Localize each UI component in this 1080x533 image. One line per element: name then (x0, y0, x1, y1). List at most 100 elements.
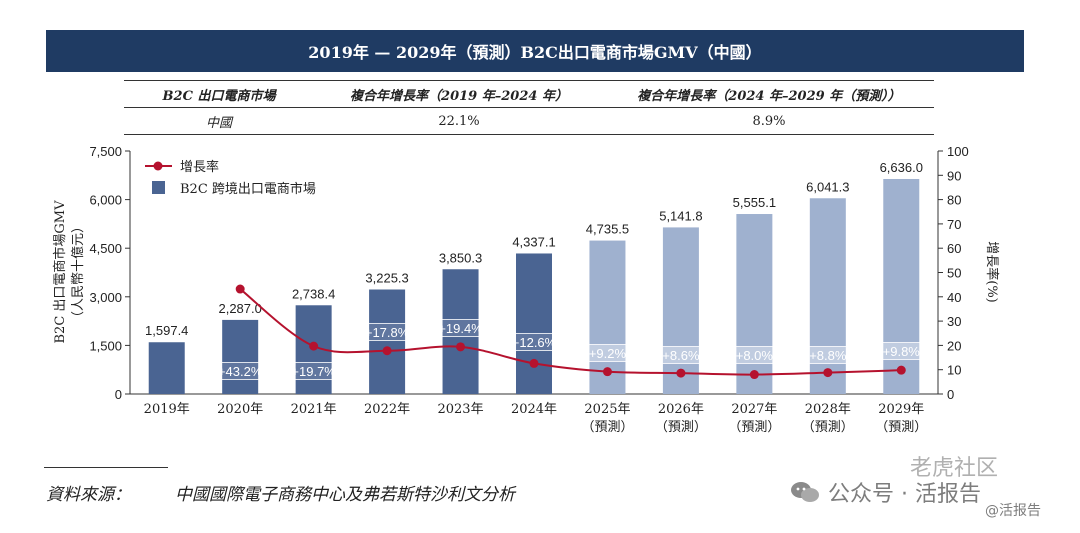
x-tick-label: 2029年 (878, 402, 924, 417)
growth-rate-point (529, 358, 539, 368)
growth-rate-point (382, 346, 392, 356)
y2-tick-label: 70 (947, 217, 961, 232)
growth-rate-point (602, 367, 612, 377)
y2-axis-title: 增長率(%) (984, 241, 1000, 303)
wechat-icon (791, 482, 819, 502)
growth-rate-point (456, 342, 466, 352)
y2-tick-label: 90 (947, 168, 961, 183)
growth-rate-point (896, 365, 906, 375)
x-tick-sublabel: （預測） (655, 420, 707, 435)
x-tick-sublabel: （預測） (581, 420, 633, 435)
growth-label: +8.0% (736, 348, 774, 363)
growth-label-box (509, 333, 559, 351)
bar (809, 198, 846, 394)
y2-tick-label: 0 (947, 387, 954, 402)
growth-label: +19.7% (291, 364, 336, 379)
cagr-table: B2C 出口電商市場 複合年增長率（2019 年–2024 年） 複合年增長率（… (124, 80, 934, 135)
cagr-header-2024-2029: 複合年增長率（2024 年–2029 年（預測）） (604, 80, 934, 108)
growth-label-box (436, 319, 485, 337)
growth-label: +8.8% (809, 348, 847, 363)
bar-value-label: 6,041.3 (806, 179, 849, 194)
y2-tick-label: 20 (947, 338, 961, 353)
growth-rate-point (823, 368, 833, 378)
y-tick-label: 6,000 (89, 193, 122, 208)
growth-label: +12.6% (512, 335, 557, 350)
chart-title: 2019年 — 2029年（預測）B2C出口電商市場GMV（中國） (46, 30, 1024, 72)
bar-value-label: 5,141.8 (659, 208, 702, 223)
cagr-cell-2024-2029: 8.9% (604, 107, 934, 135)
cagr-header-2019-2024: 複合年增長率（2019 年–2024 年） (314, 80, 604, 108)
growth-label: +17.8% (365, 325, 410, 340)
bar (516, 253, 552, 394)
y2-tick-label: 50 (947, 266, 961, 281)
legend-bar-label: B2C 跨境出口電商市場 (180, 181, 316, 197)
y-tick-label: 3,000 (89, 290, 122, 305)
y-tick-label: 0 (115, 387, 122, 402)
bar-value-label: 5,555.1 (733, 195, 776, 210)
source-text: 中國國際電子商務中心及弗若斯特沙利文分析 (175, 485, 515, 505)
x-tick-label: 2024年 (511, 402, 557, 417)
cagr-cell-region: 中國 (124, 107, 314, 135)
source-label: 資料來源： (46, 485, 131, 505)
y2-tick-label: 40 (947, 290, 961, 305)
y2-tick-label: 30 (947, 314, 961, 329)
y-tick-label: 7,500 (89, 144, 122, 159)
growth-label-box (656, 346, 706, 364)
growth-label-box (876, 342, 926, 360)
growth-label-box (583, 344, 632, 362)
y-axis-title: B2C 出口電商市場GMV (52, 200, 68, 344)
bar-value-label: 2,738.4 (292, 286, 335, 301)
growth-label-box (729, 346, 779, 364)
bar (369, 289, 406, 394)
legend-line-marker (153, 161, 163, 171)
x-tick-sublabel: （預測） (802, 420, 854, 435)
growth-rate-point (309, 341, 319, 351)
growth-label-box (289, 362, 339, 380)
bar-value-label: 2,287.0 (218, 301, 261, 316)
bar (148, 342, 185, 394)
y2-tick-label: 60 (947, 241, 961, 256)
y2-tick-label: 100 (947, 144, 969, 159)
y-tick-label: 1,500 (89, 338, 122, 353)
growth-label-box (362, 323, 412, 341)
bar-value-label: 4,337.1 (512, 234, 555, 249)
bar (736, 214, 773, 394)
growth-rate-line (239, 288, 902, 376)
x-tick-label: 2026年 (658, 402, 704, 417)
x-tick-label: 2021年 (291, 402, 337, 417)
x-tick-label: 2023年 (437, 402, 483, 417)
legend-bar-swatch (152, 181, 165, 194)
cagr-header-row: B2C 出口電商市場 複合年增長率（2019 年–2024 年） 複合年增長率（… (124, 80, 934, 108)
growth-label: +19.4% (438, 321, 483, 336)
x-tick-sublabel: （預測） (875, 420, 927, 435)
watermark-channel: 公众号 · 活报告 (790, 476, 981, 508)
bar (442, 269, 479, 394)
source-note: 資料來源： 中國國際電子商務中心及弗若斯特沙利文分析 (46, 480, 515, 505)
growth-label: +9.8% (883, 344, 921, 359)
growth-label: +43.2% (218, 364, 263, 379)
cagr-header-market: B2C 出口電商市場 (124, 80, 314, 108)
bar-value-label: 6,636.0 (880, 160, 923, 175)
source-divider (44, 467, 168, 468)
x-tick-label: 2020年 (217, 402, 263, 417)
y-tick-label: 4,500 (89, 241, 122, 256)
bar (222, 319, 259, 394)
growth-label-box (215, 362, 265, 380)
bar-value-label: 3,225.3 (365, 271, 408, 286)
y-axis-title-unit: （人民幣十億元） (70, 220, 86, 324)
watermark-handle: @活报告 (985, 503, 1041, 519)
cagr-cell-2019-2024: 22.1% (314, 107, 604, 135)
growth-label: +8.6% (662, 348, 700, 363)
y2-tick-label: 10 (947, 363, 961, 378)
x-tick-label: 2019年 (144, 402, 190, 417)
growth-rate-point (676, 368, 686, 378)
legend-line-label: 增長率 (180, 159, 219, 175)
watermark-top: 老虎社区 (910, 456, 999, 481)
x-tick-label: 2022年 (364, 402, 410, 417)
growth-label: +9.2% (589, 346, 627, 361)
cagr-data-row: 中國 22.1% 8.9% (124, 107, 934, 135)
bar-value-label: 1,597.4 (145, 323, 188, 338)
y2-tick-label: 80 (947, 193, 961, 208)
growth-rate-point (749, 370, 759, 380)
